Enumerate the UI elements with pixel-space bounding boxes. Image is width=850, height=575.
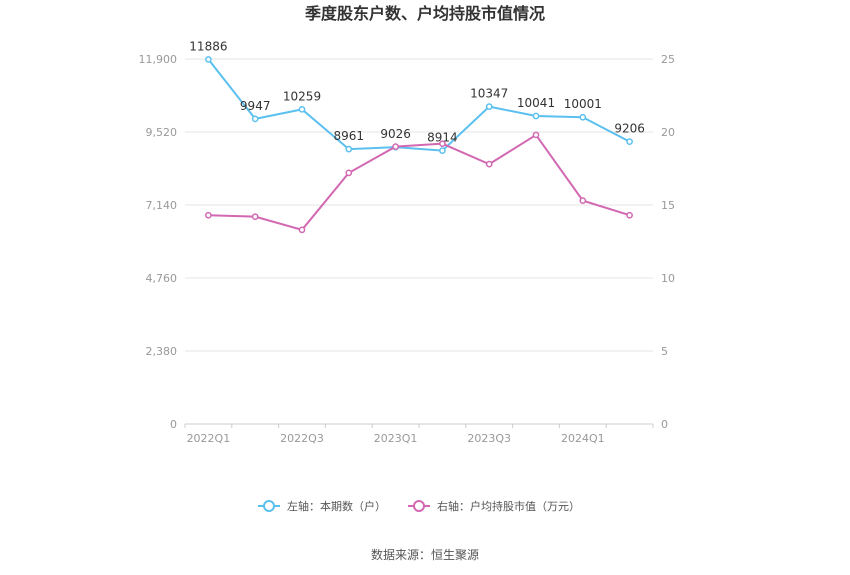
data-label: 9947	[240, 99, 271, 113]
right-tick-label: 0	[661, 418, 668, 431]
right-tick-label: 15	[661, 199, 675, 212]
x-tick-label: 2023Q3	[467, 432, 511, 445]
x-tick-label: 2024Q1	[561, 432, 605, 445]
data-point	[439, 147, 446, 154]
grid-lines	[185, 58, 653, 425]
legend-label: 右轴：户均持股市值（万元）	[437, 499, 580, 513]
chart-title: 季度股东户数、户均持股市值情况	[304, 4, 545, 23]
left-tick-label: 7,140	[146, 199, 178, 212]
data-point	[626, 211, 633, 219]
x-axis: 2022Q1 2022Q3 2023Q1 2023Q3 2024Q1	[184, 424, 654, 445]
legend-item: 左轴：本期数（户）	[258, 499, 386, 513]
data-point	[439, 140, 446, 148]
x-tick-label: 2022Q1	[187, 432, 231, 445]
legend-swatch-marker	[263, 500, 275, 512]
data-label: 10041	[517, 96, 555, 110]
data-point	[345, 145, 353, 153]
data-point	[485, 160, 493, 168]
data-label: 8961	[334, 129, 365, 143]
series-1: 11886 9947 10259 8961 9026 8914 10347 10041 1000…	[189, 39, 645, 154]
left-tick-label: 11,900	[139, 53, 178, 66]
data-label: 9206	[614, 122, 645, 136]
data-point	[532, 112, 540, 120]
data-point	[626, 138, 633, 145]
data-point	[205, 56, 212, 63]
data-label: 10347	[470, 87, 508, 101]
left-tick-label: 0	[170, 418, 177, 431]
legend-item: 右轴：户均持股市值（万元）	[408, 499, 580, 513]
left-tick-label: 4,760	[146, 272, 178, 285]
left-tick-label: 9,520	[146, 126, 178, 139]
legend-swatch-marker	[413, 500, 425, 512]
x-tick-label: 2023Q1	[374, 432, 418, 445]
data-point	[345, 169, 353, 177]
right-tick-label: 20	[661, 126, 675, 139]
series-layer: 11886 9947 10259 8961 9026 8914 10347 10041 1000…	[189, 39, 645, 234]
right-tick-label: 5	[661, 345, 668, 358]
right-axis: 0 5 10 15 20 25	[661, 53, 675, 431]
left-tick-label: 2,380	[146, 345, 178, 358]
data-point	[298, 105, 306, 113]
data-point	[298, 226, 306, 234]
right-tick-label: 10	[661, 272, 675, 285]
left-axis: 0 2,380 4,760 7,140 9,520 11,900	[139, 53, 178, 431]
data-label: 8914	[427, 131, 458, 145]
data-point	[532, 131, 540, 139]
data-label: 9026	[380, 127, 411, 141]
data-point	[579, 113, 587, 121]
data-point	[205, 211, 212, 219]
series-line	[208, 133, 630, 231]
data-point	[485, 103, 493, 110]
data-source: 数据来源：恒生聚源	[371, 547, 479, 562]
x-tick-label: 2022Q3	[280, 432, 324, 445]
data-point	[392, 143, 399, 150]
data-point	[251, 115, 259, 123]
legend-label: 左轴：本期数（户）	[287, 499, 386, 513]
series-line	[207, 58, 631, 152]
data-label: 11886	[189, 39, 227, 53]
right-tick-label: 25	[661, 53, 675, 66]
legend: 左轴：本期数（户） 右轴：户均持股市值（万元）	[258, 499, 580, 513]
data-point	[579, 197, 587, 204]
data-label: 10001	[564, 97, 602, 111]
series-2	[205, 131, 633, 234]
data-point	[251, 213, 259, 221]
data-label: 10259	[283, 89, 321, 103]
